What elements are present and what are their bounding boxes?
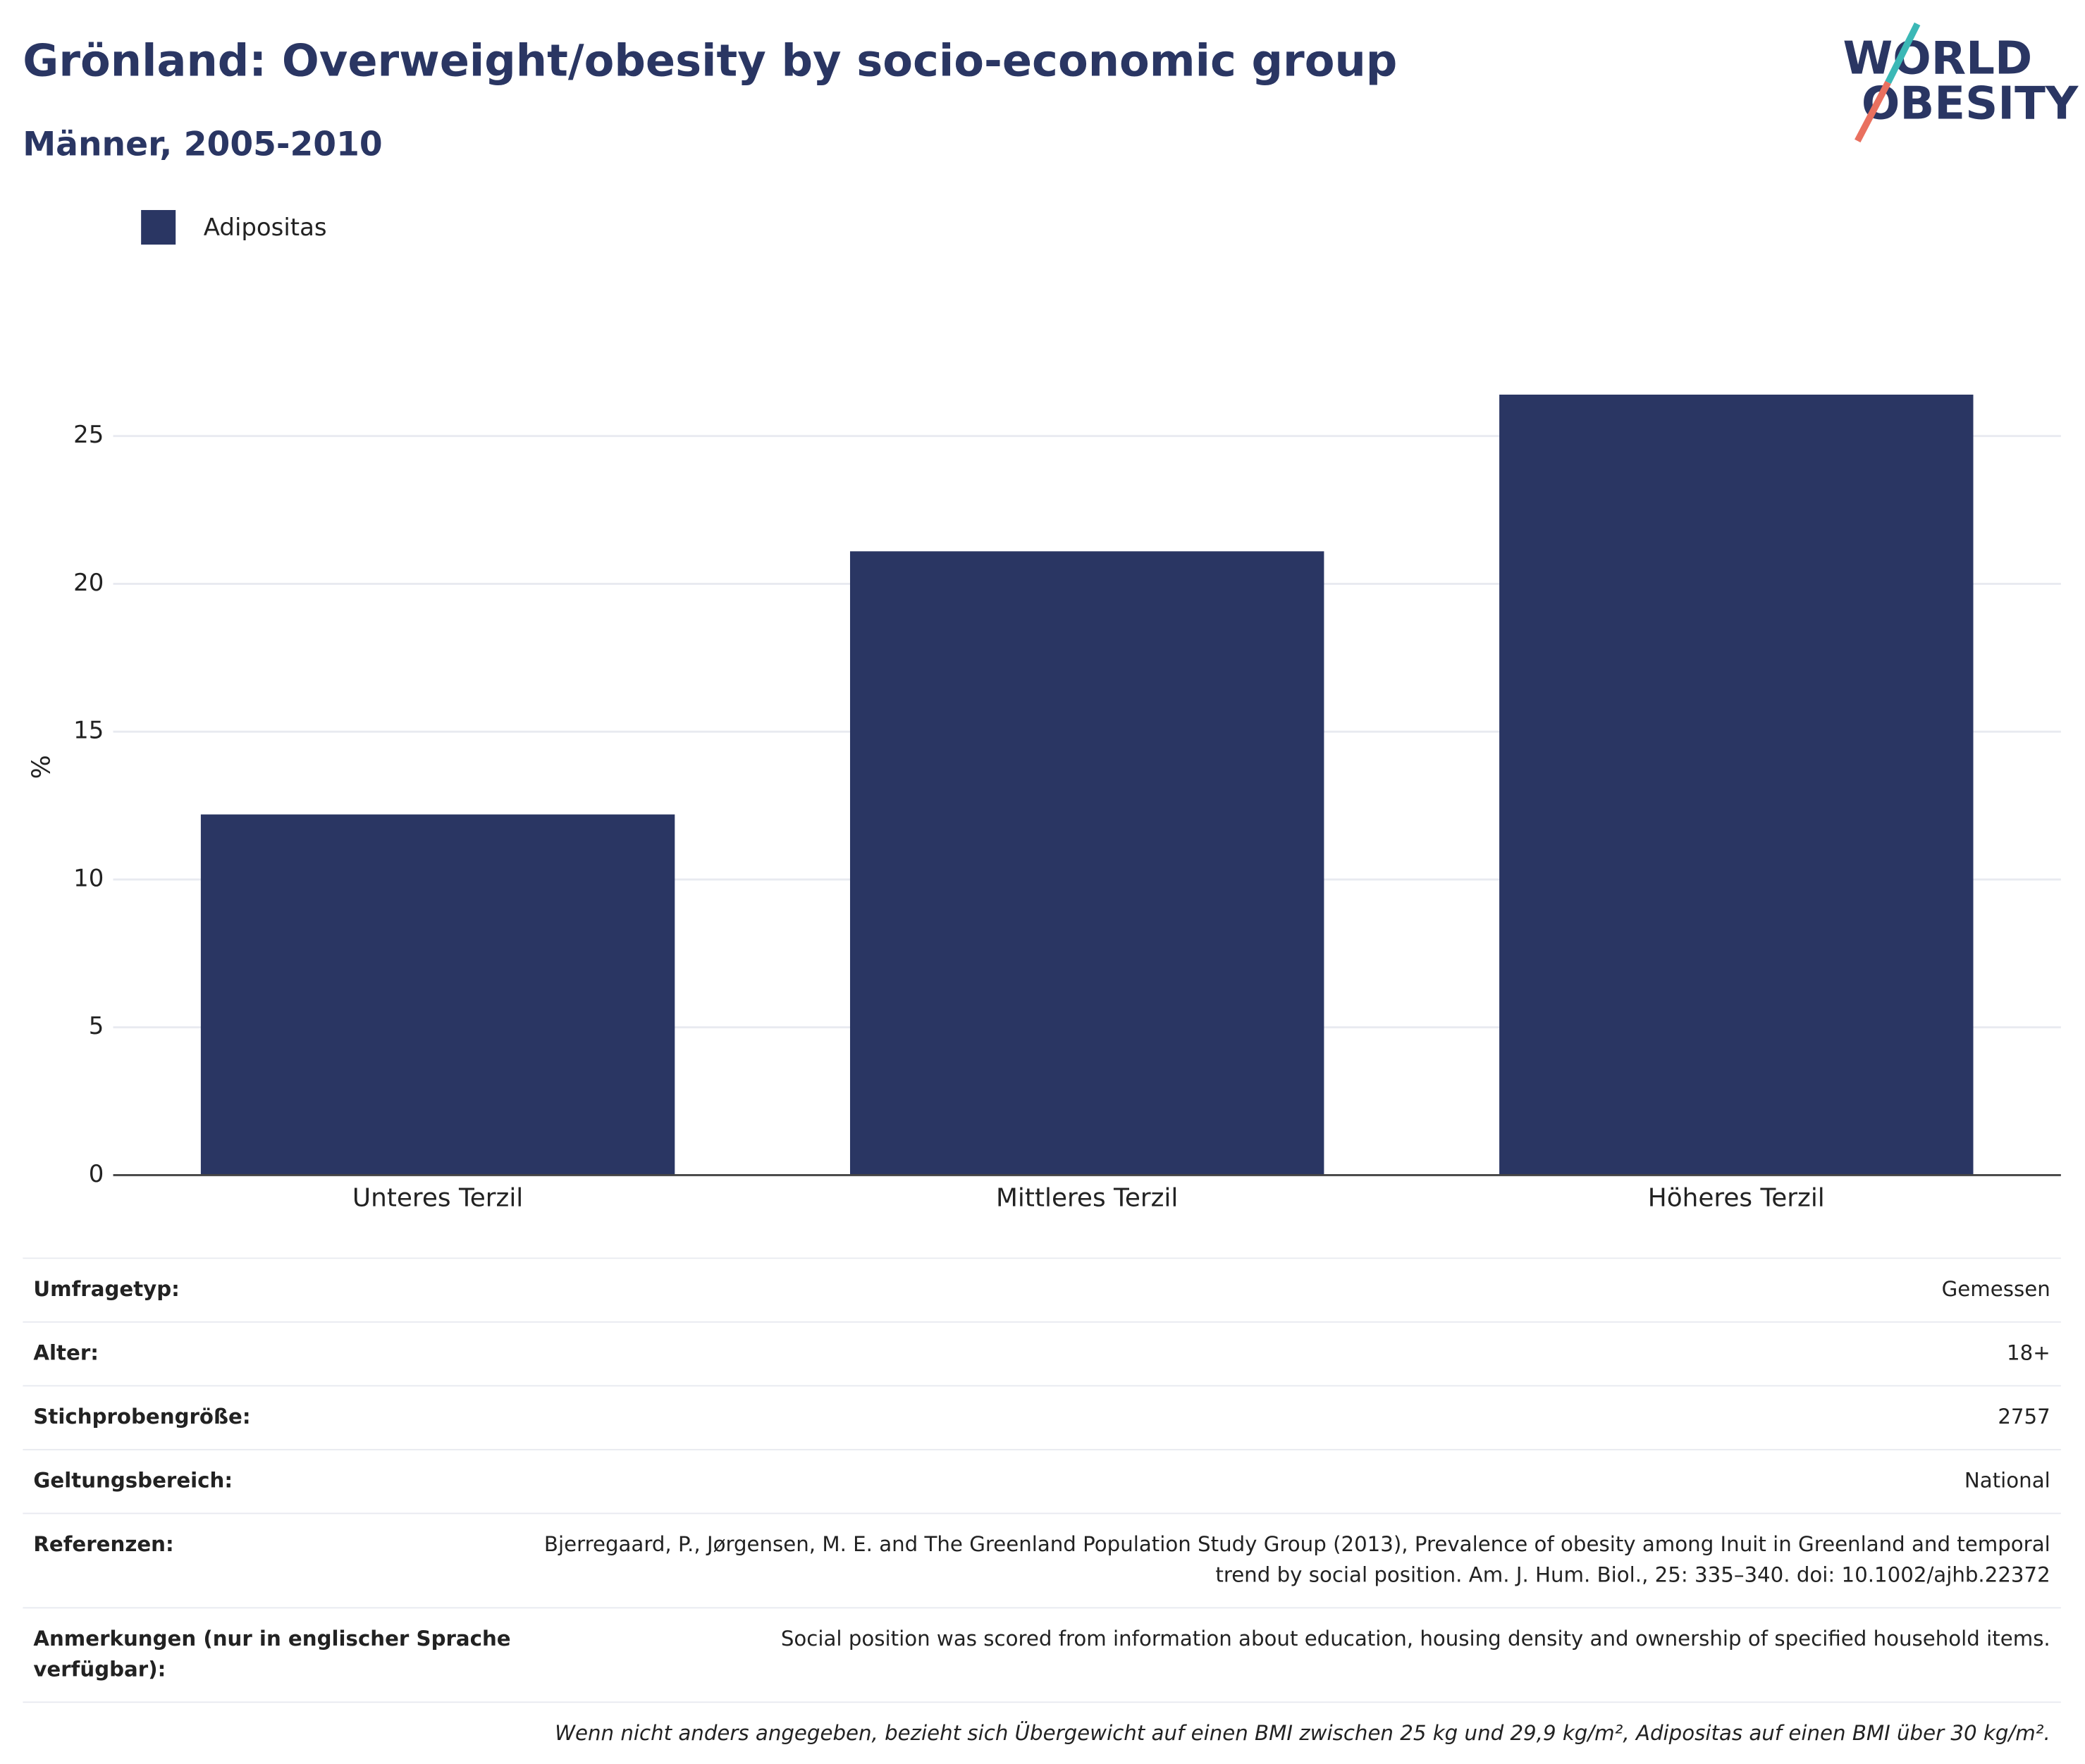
bar xyxy=(849,551,1324,1176)
table-row: Referenzen: Bjerregaard, P., Jørgensen, M… xyxy=(23,1512,2061,1608)
y-tick-label: 0 xyxy=(89,1160,104,1188)
row-label: Anmerkungen (nur in englischer Sprache v… xyxy=(33,1627,511,1682)
bar xyxy=(200,814,675,1176)
logo-text: OBESITY xyxy=(1862,77,2079,130)
row-label: Geltungsbereich: xyxy=(33,1469,233,1493)
x-tick-label: Mittleres Terzil xyxy=(996,1183,1178,1212)
logo-slash xyxy=(1855,80,1891,143)
y-tick-label: 15 xyxy=(73,717,104,745)
row-value: 2757 xyxy=(1998,1405,2050,1429)
row-value: 18+ xyxy=(2007,1341,2050,1366)
legend-swatch xyxy=(141,210,176,245)
chart-title: Grönland: Overweight/obesity by socio-ec… xyxy=(23,35,1397,87)
row-label: Umfragetyp: xyxy=(33,1277,180,1302)
y-tick-label: 25 xyxy=(73,421,104,449)
x-tick-label: Höheres Terzil xyxy=(1648,1183,1825,1212)
row-value: National xyxy=(1964,1469,2050,1493)
table-row: Alter: 18+ xyxy=(23,1321,2061,1386)
info-table: Umfragetyp: Gemessen Alter: 18+ Stichprobeng… xyxy=(23,1257,2061,1763)
y-axis-label: % xyxy=(27,755,56,779)
row-value: Social position was scored from informat… xyxy=(780,1627,2050,1651)
row-value: Bjerregaard, P., Jørgensen, M. E. and Th… xyxy=(543,1532,2050,1588)
table-row: Anmerkungen (nur in englischer Sprache v… xyxy=(23,1607,2061,1701)
table: Umfragetyp: Gemessen Alter: 18+ Stichprobeng… xyxy=(23,1257,2061,1763)
row-label: Referenzen: xyxy=(33,1532,174,1557)
footnote: Wenn nicht anders angegeben, bezieht sic… xyxy=(23,1701,2061,1763)
row-value: Gemessen xyxy=(1941,1277,2050,1302)
y-tick-label: 10 xyxy=(73,864,104,892)
y-tick-label: 20 xyxy=(73,569,104,597)
y-tick-label: 5 xyxy=(89,1012,104,1040)
row-label: Stichprobengröße: xyxy=(33,1405,251,1429)
row-label: Alter: xyxy=(33,1341,99,1366)
x-tick-label: Unteres Terzil xyxy=(352,1183,523,1212)
table-row: Geltungsbereich: National xyxy=(23,1448,2061,1513)
logo-text: WORLD xyxy=(1843,32,2032,85)
table-row: Stichprobengröße: 2757 xyxy=(23,1385,2061,1449)
bar xyxy=(1499,394,1974,1176)
chart-subtitle: Männer, 2005-2010 xyxy=(23,125,382,164)
legend-label: Adipositas xyxy=(204,214,327,242)
logo-slash xyxy=(1885,22,1921,85)
table-row: Umfragetyp: Gemessen xyxy=(23,1257,2061,1321)
